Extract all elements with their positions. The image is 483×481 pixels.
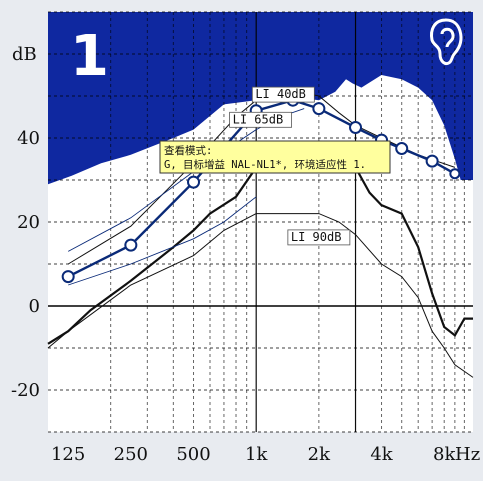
- series-line-aux-4: [68, 196, 257, 286]
- curve-label-box: LI 40dB: [251, 86, 315, 103]
- curve-label-text: LI 90dB: [291, 230, 342, 244]
- curve-label-box: LI 90dB: [287, 229, 351, 246]
- x-tick-label: 250: [114, 444, 148, 465]
- x-axis-label: Hz: [455, 444, 480, 465]
- target-gain-point: [425, 154, 439, 168]
- tooltip-line-2: G, 目标增益 NAL-NL1*, 环境适应性 1.: [164, 158, 366, 171]
- curve-label-bg: [251, 86, 315, 103]
- y-tick-label: -20: [11, 380, 40, 401]
- curve-label-bg: [287, 229, 351, 246]
- series-line-li-90db: [47, 213, 474, 378]
- curve-label-bg: [229, 111, 293, 128]
- target-gain-point: [312, 102, 326, 116]
- target-gain-point: [61, 270, 75, 284]
- grid: [48, 11, 473, 433]
- x-tick-label: 500: [176, 444, 210, 465]
- target-gain-point: [124, 238, 138, 252]
- axis-ticks: -20 0 20 40 125 250 500 1k 2k 4k 8k: [11, 128, 456, 465]
- x-tick-label: 8k: [433, 444, 456, 465]
- y-tick-label: 40: [17, 128, 40, 149]
- curve-label-box: LI 65dB: [229, 111, 293, 128]
- curve-label-text: LI 65dB: [233, 112, 284, 126]
- y-axis-label: dB: [12, 44, 37, 65]
- target-gain-point: [349, 121, 363, 134]
- program-number: 1: [70, 24, 109, 89]
- x-tick-label: 1k: [245, 444, 268, 465]
- curve-label-text: LI 40dB: [255, 87, 306, 101]
- target-gain-point: [187, 175, 201, 189]
- ear-icon: [430, 18, 463, 66]
- x-tick-label: 125: [51, 444, 85, 465]
- view-mode-tooltip: 查看模式: G, 目标增益 NAL-NL1*, 环境适应性 1.: [159, 140, 391, 174]
- target-gain-point: [395, 142, 409, 155]
- curve-labels: LI 40dB LI 65dB LI 90dB: [229, 86, 351, 246]
- tooltip-line-1: 查看模式:: [164, 144, 212, 157]
- x-tick-label: 4k: [370, 444, 393, 465]
- y-tick-label: 0: [29, 296, 40, 317]
- target-gain-point: [449, 168, 461, 180]
- x-tick-label: 2k: [308, 444, 331, 465]
- y-tick-label: 20: [17, 212, 40, 233]
